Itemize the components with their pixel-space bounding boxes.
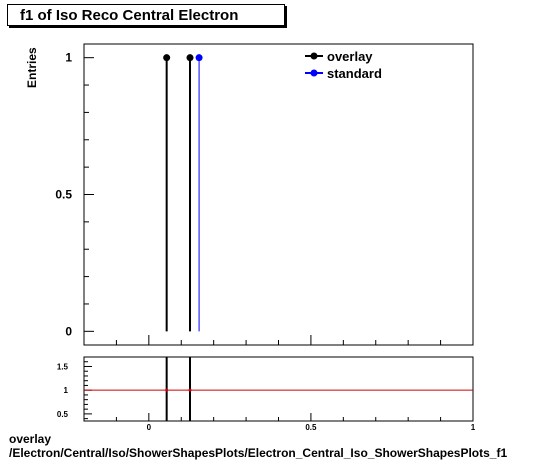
ratio-y-tick-label: 1.5 xyxy=(57,362,69,371)
ratio-x-tick-label: 0.5 xyxy=(305,423,317,432)
ratio-frame xyxy=(83,356,474,422)
ratio-x-tick-label: 1 xyxy=(471,423,476,432)
footer-line-2: /Electron/Central/Iso/ShowerShapesPlots/… xyxy=(9,446,508,460)
standard-point xyxy=(195,54,203,62)
footer-line-1: overlay xyxy=(9,432,52,446)
ratio-plot: 0.5 1 1.5 0 0.5 1 xyxy=(57,356,476,432)
overlay-point xyxy=(163,54,171,62)
legend-marker-standard xyxy=(310,69,318,77)
overlay-point xyxy=(186,54,194,62)
legend-label-overlay: overlay xyxy=(327,49,373,64)
chart-title: f1 of Iso Reco Central Electron xyxy=(7,4,285,26)
ratio-x-tick-label: 0 xyxy=(147,423,152,432)
ratio-point xyxy=(188,388,192,392)
main-plot: 0 0.5 1 overlay standard xyxy=(55,43,474,346)
legend-marker-overlay xyxy=(310,52,318,60)
y-tick-label: 0 xyxy=(65,324,72,338)
ratio-y-tick-label: 0.5 xyxy=(57,410,69,419)
y-tick-label: 1 xyxy=(65,51,72,65)
ratio-y-tick-label: 1 xyxy=(64,386,69,395)
main-frame xyxy=(83,43,474,346)
ratio-point xyxy=(165,388,169,392)
y-tick-label: 0.5 xyxy=(55,188,72,202)
legend-label-standard: standard xyxy=(327,66,382,81)
